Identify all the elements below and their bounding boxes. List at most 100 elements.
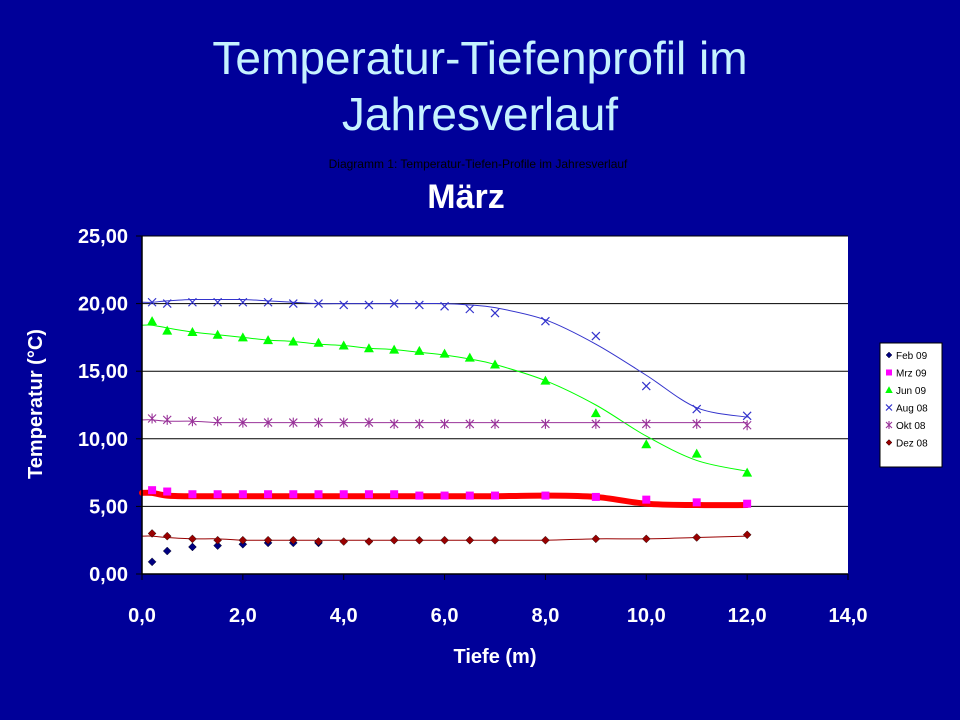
data-point-okt-08 [147, 413, 157, 424]
x-tick-label: 0,0 [128, 605, 156, 627]
slide-title: Temperatur-Tiefenprofil im Jahresverlauf [0, 30, 960, 142]
data-point-mrz-09 [148, 486, 157, 495]
data-point-okt-08 [541, 418, 550, 429]
data-point-mrz-09 [491, 491, 499, 500]
series-layer [139, 297, 753, 567]
data-point-okt-08 [692, 418, 702, 429]
data-point-okt-08 [188, 416, 197, 427]
data-point-aug-08 [339, 300, 349, 310]
data-point-mrz-09 [163, 487, 172, 496]
data-point-jun-09 [590, 408, 601, 418]
data-point-mrz-09 [264, 490, 273, 499]
data-point-mrz-09 [415, 491, 424, 500]
data-point-mrz-09 [339, 490, 348, 499]
legend-marker-aug-08 [885, 404, 893, 411]
data-point-jun-09 [162, 325, 173, 335]
data-point-dez-08 [415, 535, 424, 545]
data-point-mrz-09 [465, 491, 474, 500]
data-point-dez-08 [591, 534, 601, 544]
legend-marker-jun-09 [885, 386, 893, 393]
data-point-feb-09 [162, 546, 172, 556]
x-axis-title: Tiefe (m) [454, 646, 537, 668]
data-point-okt-08 [263, 417, 273, 428]
legend-marker-dez-08 [885, 439, 893, 446]
data-point-jun-09 [187, 326, 198, 336]
y-tick-label: 15,00 [78, 361, 128, 383]
data-point-aug-08 [288, 299, 298, 309]
data-point-okt-08 [389, 418, 399, 429]
slide-title-line-1: Temperatur-Tiefenprofil im [212, 32, 748, 84]
data-point-jun-09 [212, 329, 223, 339]
data-point-dez-08 [339, 537, 348, 546]
data-point-mrz-09 [591, 492, 600, 501]
data-point-aug-08 [147, 297, 157, 307]
data-point-okt-08 [641, 418, 651, 429]
data-point-mrz-09 [213, 490, 222, 499]
x-tick-label: 4,0 [330, 605, 358, 627]
legend-label-dez-08: Dez 08 [896, 439, 928, 450]
data-point-dez-08 [263, 535, 273, 545]
data-point-okt-08 [213, 416, 223, 427]
legend-label-aug-08: Aug 08 [896, 404, 928, 415]
data-point-mrz-09 [238, 490, 247, 499]
data-point-dez-08 [642, 534, 651, 544]
y-tick-label: 10,00 [78, 429, 128, 451]
data-point-feb-09 [188, 542, 197, 552]
data-point-dez-08 [742, 530, 752, 540]
legend-label-feb-09: Feb 09 [896, 351, 928, 362]
data-point-okt-08 [364, 417, 374, 428]
axes: 0,00 5,00 10,00 15,00 20,00 25,00 0,0 2,0 4,0 6,0… [78, 226, 868, 627]
data-point-okt-08 [490, 418, 500, 429]
data-point-mrz-09 [440, 491, 449, 500]
legend-marker-feb-09 [885, 351, 893, 359]
data-point-jun-09 [414, 345, 425, 355]
legend-marker-okt-08 [885, 421, 893, 429]
y-tick-label: 20,00 [78, 294, 128, 316]
legend-label-mrz-09: Mrz 09 [896, 369, 927, 380]
data-point-okt-08 [591, 418, 601, 429]
data-point-aug-08 [591, 331, 601, 341]
data-point-aug-08 [465, 304, 475, 314]
x-tick-label: 12,0 [728, 605, 767, 627]
y-axis-title: Temperatur (°C) [25, 329, 47, 479]
y-tick-label: 25,00 [78, 226, 128, 248]
data-point-dez-08 [289, 535, 298, 545]
data-point-mrz-09 [541, 491, 550, 500]
data-point-aug-08 [490, 308, 500, 318]
data-point-jun-09 [313, 337, 324, 347]
data-point-dez-08 [541, 535, 550, 545]
x-tick-label: 2,0 [229, 605, 257, 627]
data-point-jun-09 [263, 335, 274, 345]
data-point-dez-08 [440, 535, 449, 545]
data-point-dez-08 [147, 529, 157, 538]
data-point-dez-08 [188, 534, 197, 544]
data-point-okt-08 [339, 417, 349, 428]
data-point-okt-08 [238, 417, 248, 428]
data-point-aug-08 [162, 299, 172, 309]
data-point-dez-08 [490, 535, 500, 545]
data-point-dez-08 [162, 531, 172, 541]
data-point-okt-08 [414, 418, 424, 429]
data-point-dez-08 [238, 535, 248, 545]
x-tick-label: 14,0 [829, 605, 868, 627]
data-point-aug-08 [742, 411, 752, 421]
x-tick-label: 8,0 [532, 605, 560, 627]
plot-area [142, 236, 848, 574]
data-point-aug-08 [641, 381, 651, 391]
data-point-dez-08 [389, 535, 399, 545]
data-point-jun-09 [338, 340, 349, 350]
data-point-jun-09 [439, 348, 450, 358]
legend-label-okt-08: Okt 08 [896, 421, 926, 432]
data-point-aug-08 [314, 299, 323, 309]
data-point-okt-08 [288, 417, 298, 428]
data-point-aug-08 [364, 300, 374, 310]
data-point-aug-08 [238, 297, 248, 307]
data-point-jun-09 [641, 439, 652, 449]
data-point-jun-09 [363, 343, 374, 353]
data-point-dez-08 [364, 537, 374, 546]
data-point-jun-09 [389, 344, 400, 354]
legend: Feb 09 Mrz 09 Jun 09 Aug 08 Okt 08 Dez 08 [879, 342, 943, 468]
data-point-aug-08 [263, 297, 273, 307]
data-point-mrz-09 [364, 490, 373, 499]
